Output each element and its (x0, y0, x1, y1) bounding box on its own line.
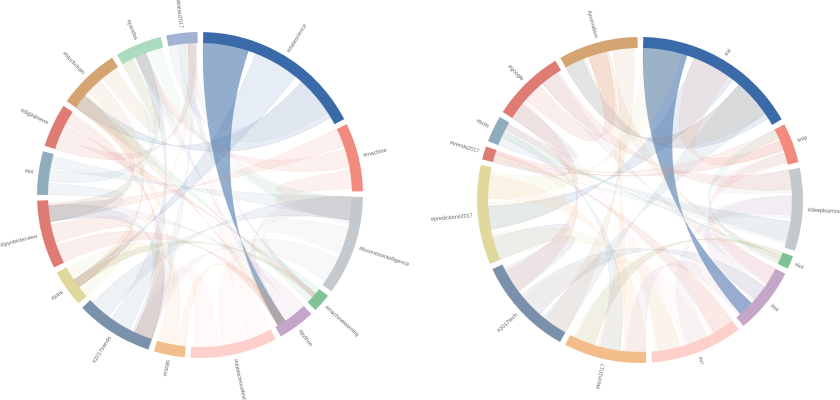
ribbon (73, 53, 296, 288)
group-arc (482, 146, 497, 163)
chord-chart: #ai #nlp #deeplearning #iot #ml #vr #tech2017 #… (431, 10, 840, 390)
group-arc (153, 340, 186, 358)
group-arc (565, 334, 647, 363)
group-label: #python (297, 329, 313, 348)
group-arc (190, 329, 276, 358)
group-arc (56, 267, 87, 304)
group-arc (66, 57, 119, 108)
group-arc (502, 60, 562, 118)
chord-chart: #datascience #machine #businessintelligenc… (0, 0, 410, 400)
ribbon (168, 44, 328, 142)
group-arc (492, 264, 566, 343)
group-label: #journalism (586, 10, 599, 39)
ribbon (713, 152, 793, 194)
ribbon (675, 195, 793, 345)
group-label: #2017tech (496, 312, 519, 334)
group-label: #machine (363, 148, 388, 159)
ribbon (487, 57, 734, 230)
ribbon (498, 138, 791, 242)
group-label: #blockchain (61, 51, 85, 76)
group-label: #vr (696, 356, 704, 365)
ribbon (187, 42, 353, 224)
group-arc (784, 167, 803, 251)
group-arc (275, 306, 312, 337)
group-label: #deeplearning (808, 207, 840, 215)
group-arc (44, 105, 73, 150)
group-arc (777, 252, 793, 269)
group-arc (37, 151, 54, 195)
ribbon (494, 150, 733, 334)
ribbon (505, 101, 578, 292)
ribbon (492, 223, 576, 292)
ribbon (79, 42, 196, 297)
ribbon (101, 58, 163, 134)
group-arc (774, 124, 799, 165)
ribbon (501, 131, 782, 260)
ribbons (47, 42, 353, 348)
group-label: #datascience (286, 23, 308, 54)
group-label: #nlp (796, 135, 808, 144)
group-arc (37, 200, 64, 268)
group-label: #datasciencefest2017 (232, 359, 249, 400)
group-arc (116, 36, 164, 65)
group-label: #digitalnews (19, 108, 49, 126)
group-label: #tech2017 (595, 363, 606, 389)
group-label: #predictions2017 (431, 213, 473, 223)
ribbon (187, 42, 272, 340)
group-arc (643, 37, 782, 125)
group-label: #ipynbinterview (0, 234, 38, 249)
group-arc (560, 37, 638, 68)
group-label: #trends2017 (449, 140, 480, 155)
ribbon (202, 42, 286, 326)
ribbon (75, 81, 332, 152)
group-label: #iot (24, 168, 34, 175)
group-label: #businessintelligence (358, 246, 410, 268)
group-arc (477, 164, 501, 264)
group-label: #jobs (50, 289, 64, 302)
group-arc (488, 116, 510, 146)
ribbon (573, 238, 783, 346)
group-label: #pandas (125, 19, 139, 41)
group-label: #google (506, 64, 524, 82)
group-arc (82, 300, 152, 350)
group-arc (322, 196, 363, 292)
group-arc (336, 124, 363, 192)
group-label: #ai (724, 48, 733, 57)
group-label: #bots (475, 118, 490, 129)
group-arc (651, 320, 739, 363)
group-arc (166, 32, 198, 47)
group-label: #2017trends (92, 335, 114, 364)
ribbon (642, 47, 752, 315)
group-label: #tableau2017 (174, 0, 184, 28)
group-arc (736, 268, 786, 326)
ribbon (626, 261, 752, 353)
group-label: #iot (794, 262, 805, 271)
group-label: #ml (769, 303, 780, 313)
ribbon (54, 42, 196, 160)
ribbons (487, 47, 793, 353)
group-label: #rstats (163, 359, 172, 377)
group-arc (307, 289, 329, 311)
group-arc (203, 32, 345, 125)
group-label: #machinelearning (323, 305, 359, 338)
ribbon (491, 227, 681, 352)
